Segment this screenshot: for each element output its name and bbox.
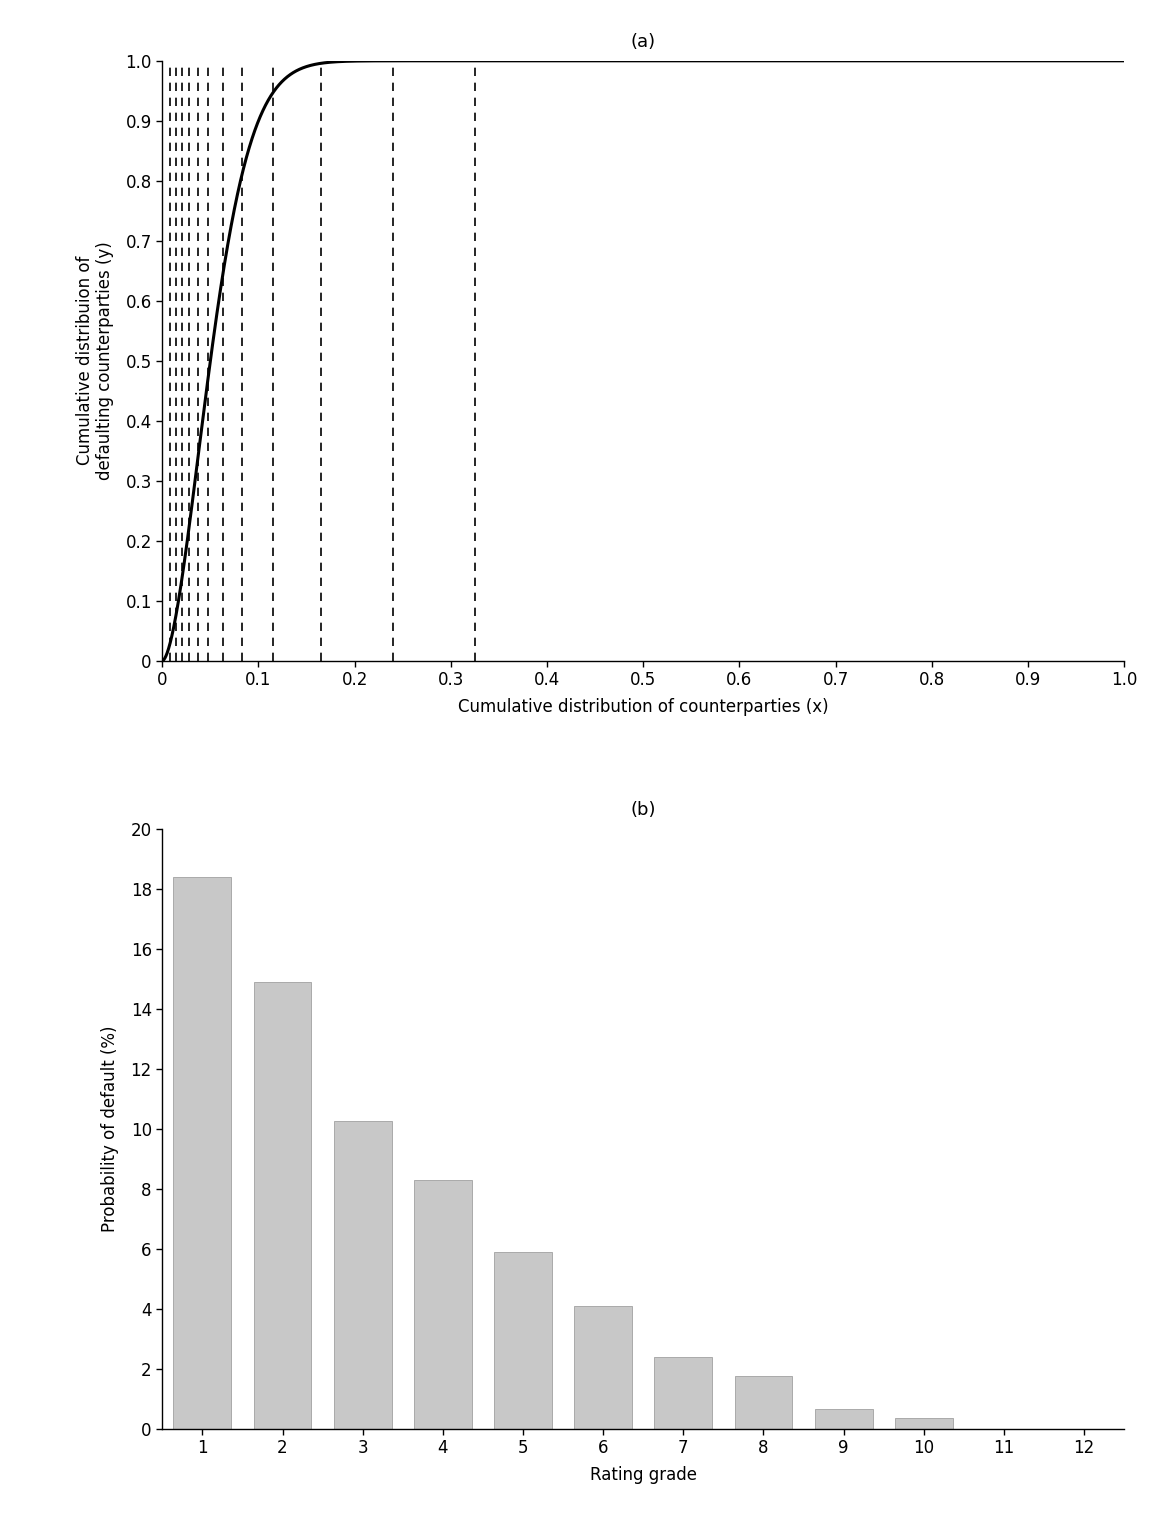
Bar bbox=[815, 1409, 873, 1429]
Y-axis label: Probability of default (%): Probability of default (%) bbox=[102, 1026, 119, 1233]
Bar bbox=[254, 982, 312, 1429]
Y-axis label: Cumulative distribuion of
defaulting counterparties (y): Cumulative distribuion of defaulting cou… bbox=[75, 242, 115, 480]
Bar bbox=[655, 1357, 712, 1429]
Bar bbox=[334, 1122, 392, 1429]
Bar bbox=[735, 1376, 793, 1429]
Bar bbox=[895, 1418, 953, 1429]
X-axis label: Cumulative distribution of counterparties (x): Cumulative distribution of counterpartie… bbox=[458, 698, 829, 716]
Title: (b): (b) bbox=[630, 801, 656, 819]
Bar bbox=[174, 877, 231, 1429]
Bar bbox=[575, 1306, 632, 1429]
Bar bbox=[414, 1180, 472, 1429]
Title: (a): (a) bbox=[630, 33, 656, 50]
X-axis label: Rating grade: Rating grade bbox=[590, 1465, 697, 1484]
Bar bbox=[494, 1252, 552, 1429]
